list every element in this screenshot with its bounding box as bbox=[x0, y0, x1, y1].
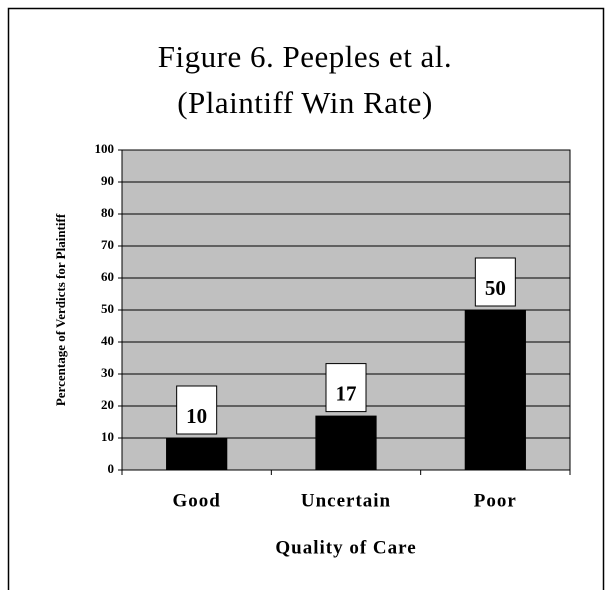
bar bbox=[315, 415, 377, 470]
y-tick-label: 60 bbox=[101, 269, 114, 284]
data-label-box bbox=[474, 257, 516, 307]
x-tick-label: Uncertain bbox=[301, 490, 391, 511]
chart-title: (Plaintiff Win Rate) bbox=[177, 85, 433, 120]
y-tick-label: 10 bbox=[101, 429, 114, 444]
x-axis-label: Quality of Care bbox=[275, 537, 416, 558]
data-label: 50 bbox=[485, 276, 506, 300]
y-tick-label: 30 bbox=[101, 365, 114, 380]
bar bbox=[464, 310, 526, 470]
x-tick-label: Good bbox=[172, 490, 220, 511]
chart-title: Figure 6. Peeples et al. bbox=[158, 39, 452, 74]
frame bbox=[7, 7, 605, 590]
y-tick-label: 40 bbox=[101, 333, 114, 348]
y-tick-label: 70 bbox=[101, 237, 114, 252]
y-tick-label: 80 bbox=[101, 205, 114, 220]
x-tick-label: Poor bbox=[474, 490, 517, 511]
bar bbox=[166, 438, 228, 470]
data-label: 17 bbox=[336, 381, 357, 405]
y-tick-label: 0 bbox=[108, 461, 115, 476]
y-tick-label: 100 bbox=[95, 141, 115, 156]
y-tick-label: 20 bbox=[101, 397, 114, 412]
data-label-box bbox=[325, 363, 367, 413]
data-label: 10 bbox=[186, 404, 207, 428]
y-tick-label: 50 bbox=[101, 301, 114, 316]
y-tick-label: 90 bbox=[101, 173, 114, 188]
y-axis-label: Percentage of Verdicts for Plaintiff bbox=[53, 213, 68, 406]
data-label-box bbox=[176, 385, 218, 435]
